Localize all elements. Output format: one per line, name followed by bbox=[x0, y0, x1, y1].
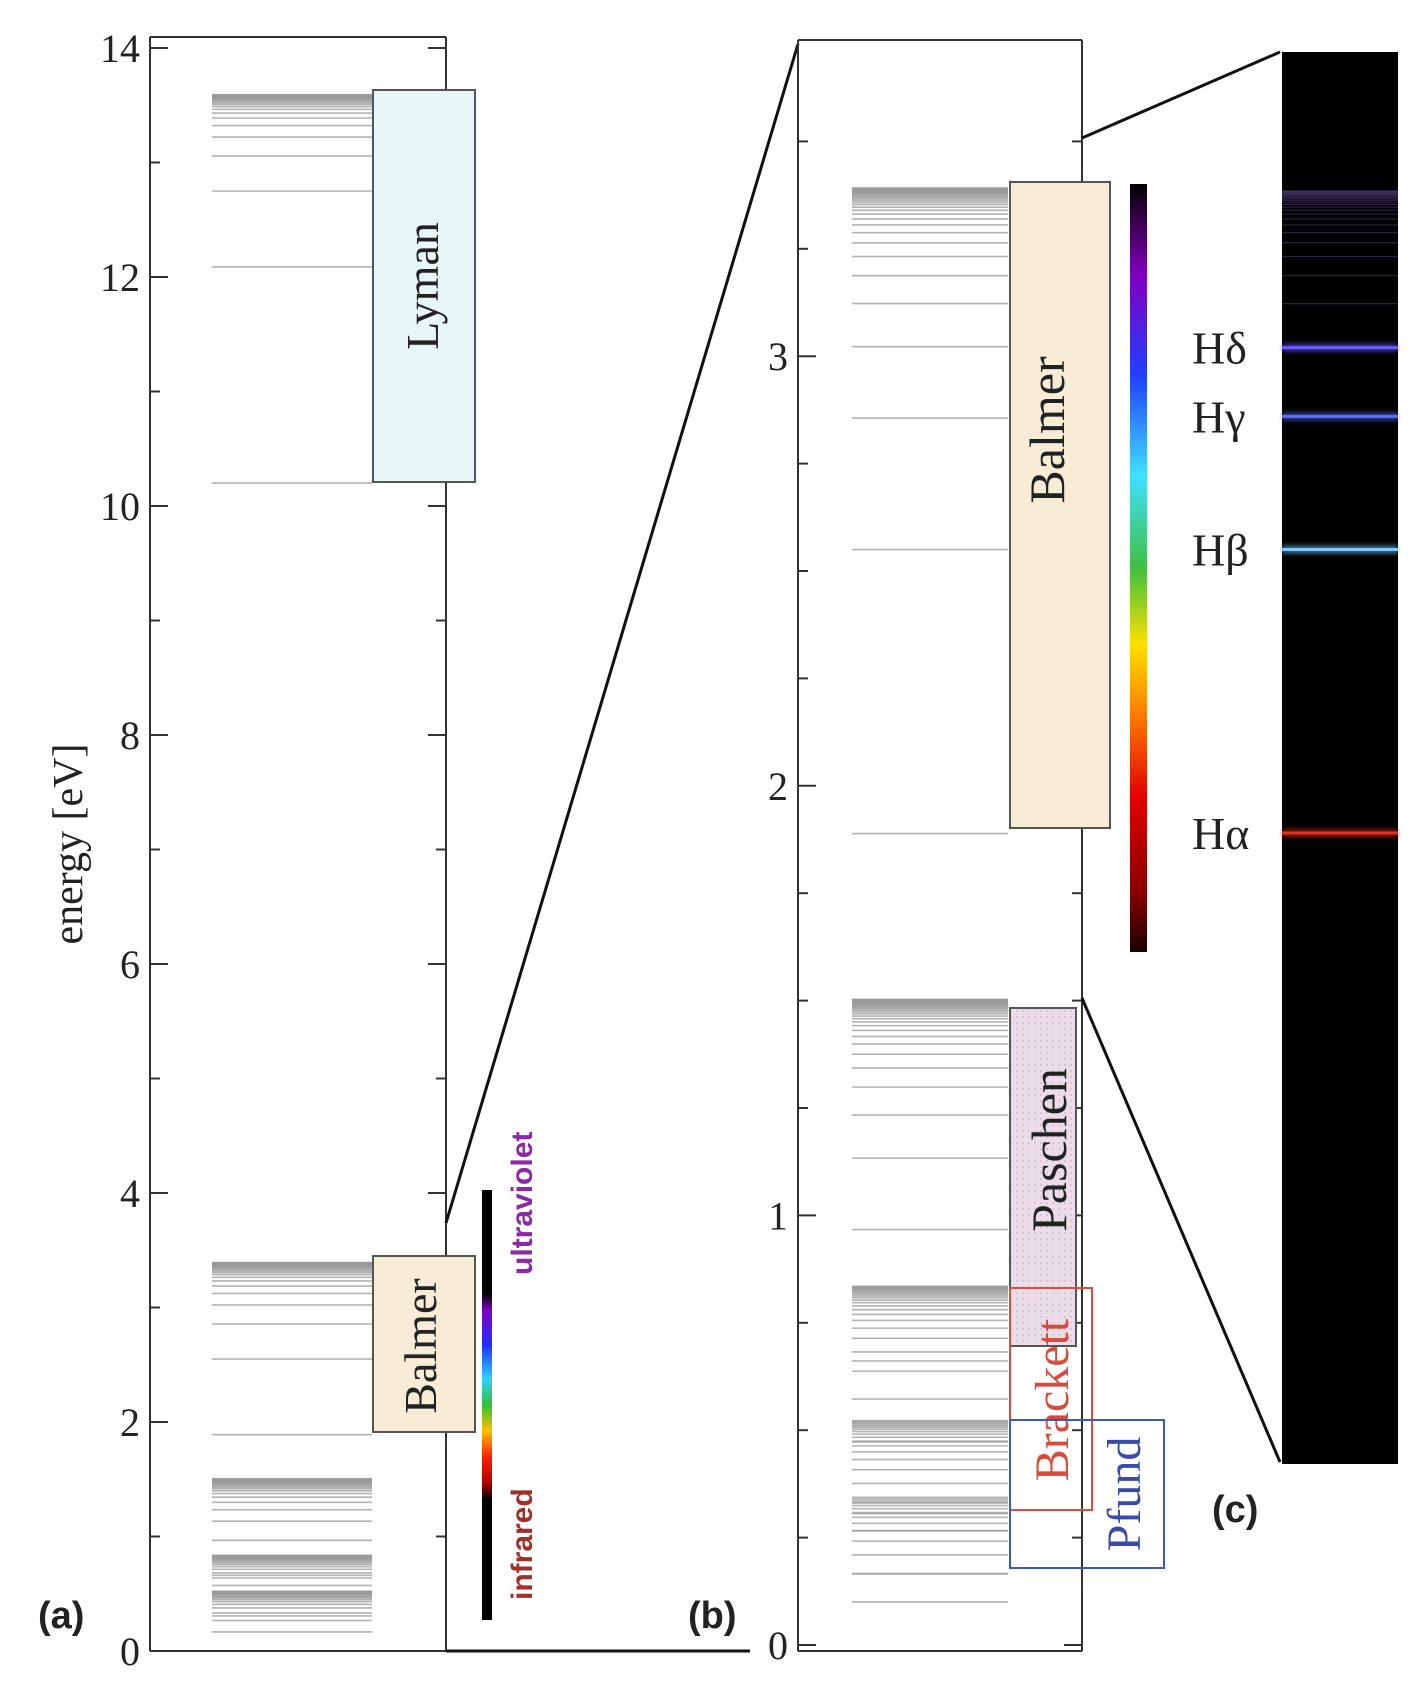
panel-a-tick-label: 4 bbox=[120, 1171, 140, 1216]
panel-c-faint-lines bbox=[1282, 190, 1398, 305]
balmer-box-a bbox=[372, 1255, 476, 1433]
panel-a-tick-label: 0 bbox=[120, 1629, 140, 1674]
zoom-connector-c-bottom bbox=[1080, 997, 1282, 1463]
zoom-connector-top bbox=[444, 43, 800, 1224]
panel-b-tick-label: 0 bbox=[768, 1623, 788, 1668]
panel-b-energy-levels bbox=[852, 187, 1008, 1603]
paschen-box bbox=[1009, 1007, 1077, 1347]
balmer-label-b: Balmer bbox=[1019, 356, 1075, 504]
lyman-label: Lyman bbox=[397, 222, 448, 350]
energy-axis-label: energy [eV] bbox=[46, 744, 92, 945]
panel-a-tick-label: 12 bbox=[100, 255, 140, 300]
panel-c-emission-lines bbox=[1282, 343, 1398, 838]
balmer-label-a: Balmer bbox=[395, 1278, 446, 1413]
panel-c-letter: (c) bbox=[1212, 1489, 1258, 1531]
ultraviolet-label: ultraviolet bbox=[506, 1132, 539, 1275]
panel-c-spectrum-strip bbox=[1282, 52, 1398, 1464]
emission-line-label: Hα bbox=[1192, 808, 1249, 859]
pfund-box bbox=[1009, 1419, 1165, 1569]
panel-a-tick-label: 2 bbox=[120, 1400, 140, 1445]
panel-a-spectrum-bar bbox=[482, 1190, 492, 1620]
infrared-label: infrared bbox=[506, 1488, 539, 1600]
panel-b-tick-label: 1 bbox=[768, 1193, 788, 1238]
panel-b-tick-label: 2 bbox=[768, 764, 788, 809]
zoom-connector-c-top bbox=[1081, 50, 1281, 140]
panel-a-tick-label: 10 bbox=[100, 484, 140, 529]
panel-b-tick-label: 3 bbox=[768, 334, 788, 379]
panel-a-tick-label: 14 bbox=[100, 26, 140, 71]
panel-b-spectrum-bar bbox=[1130, 184, 1147, 952]
panel-a-letter: (a) bbox=[38, 1595, 84, 1637]
lyman-box bbox=[372, 89, 476, 483]
emission-line-label: Hδ bbox=[1192, 323, 1247, 374]
panel-a: 0 2 4 6 8 10 12 14 Lyman Balmer ultraviolet inf… bbox=[38, 26, 539, 1674]
panel-a-ticks: 0 2 4 6 8 10 12 14 bbox=[100, 26, 446, 1674]
panel-a-tick-label: 6 bbox=[120, 942, 140, 987]
balmer-box-b bbox=[1009, 181, 1111, 829]
panel-a-energy-levels bbox=[212, 93, 372, 1633]
panel-b: 0 1 2 3 Balmer Paschen Brackett Pfund (b) bbox=[688, 39, 1165, 1668]
panel-a-tick-label: 8 bbox=[120, 713, 140, 758]
brackett-box bbox=[1009, 1287, 1093, 1511]
emission-line-label: Hγ bbox=[1192, 391, 1246, 442]
emission-line-label: Hβ bbox=[1192, 525, 1249, 576]
paschen-label: Paschen bbox=[1021, 1068, 1077, 1232]
panel-c: Hδ Hγ Hβ Hα (c) bbox=[1192, 52, 1398, 1531]
panel-b-letter: (b) bbox=[688, 1595, 737, 1637]
pfund-label: Pfund bbox=[1098, 1437, 1151, 1552]
brackett-label: Brackett bbox=[1026, 1318, 1079, 1481]
panel-c-line-labels: Hδ Hγ Hβ Hα bbox=[1192, 323, 1249, 859]
